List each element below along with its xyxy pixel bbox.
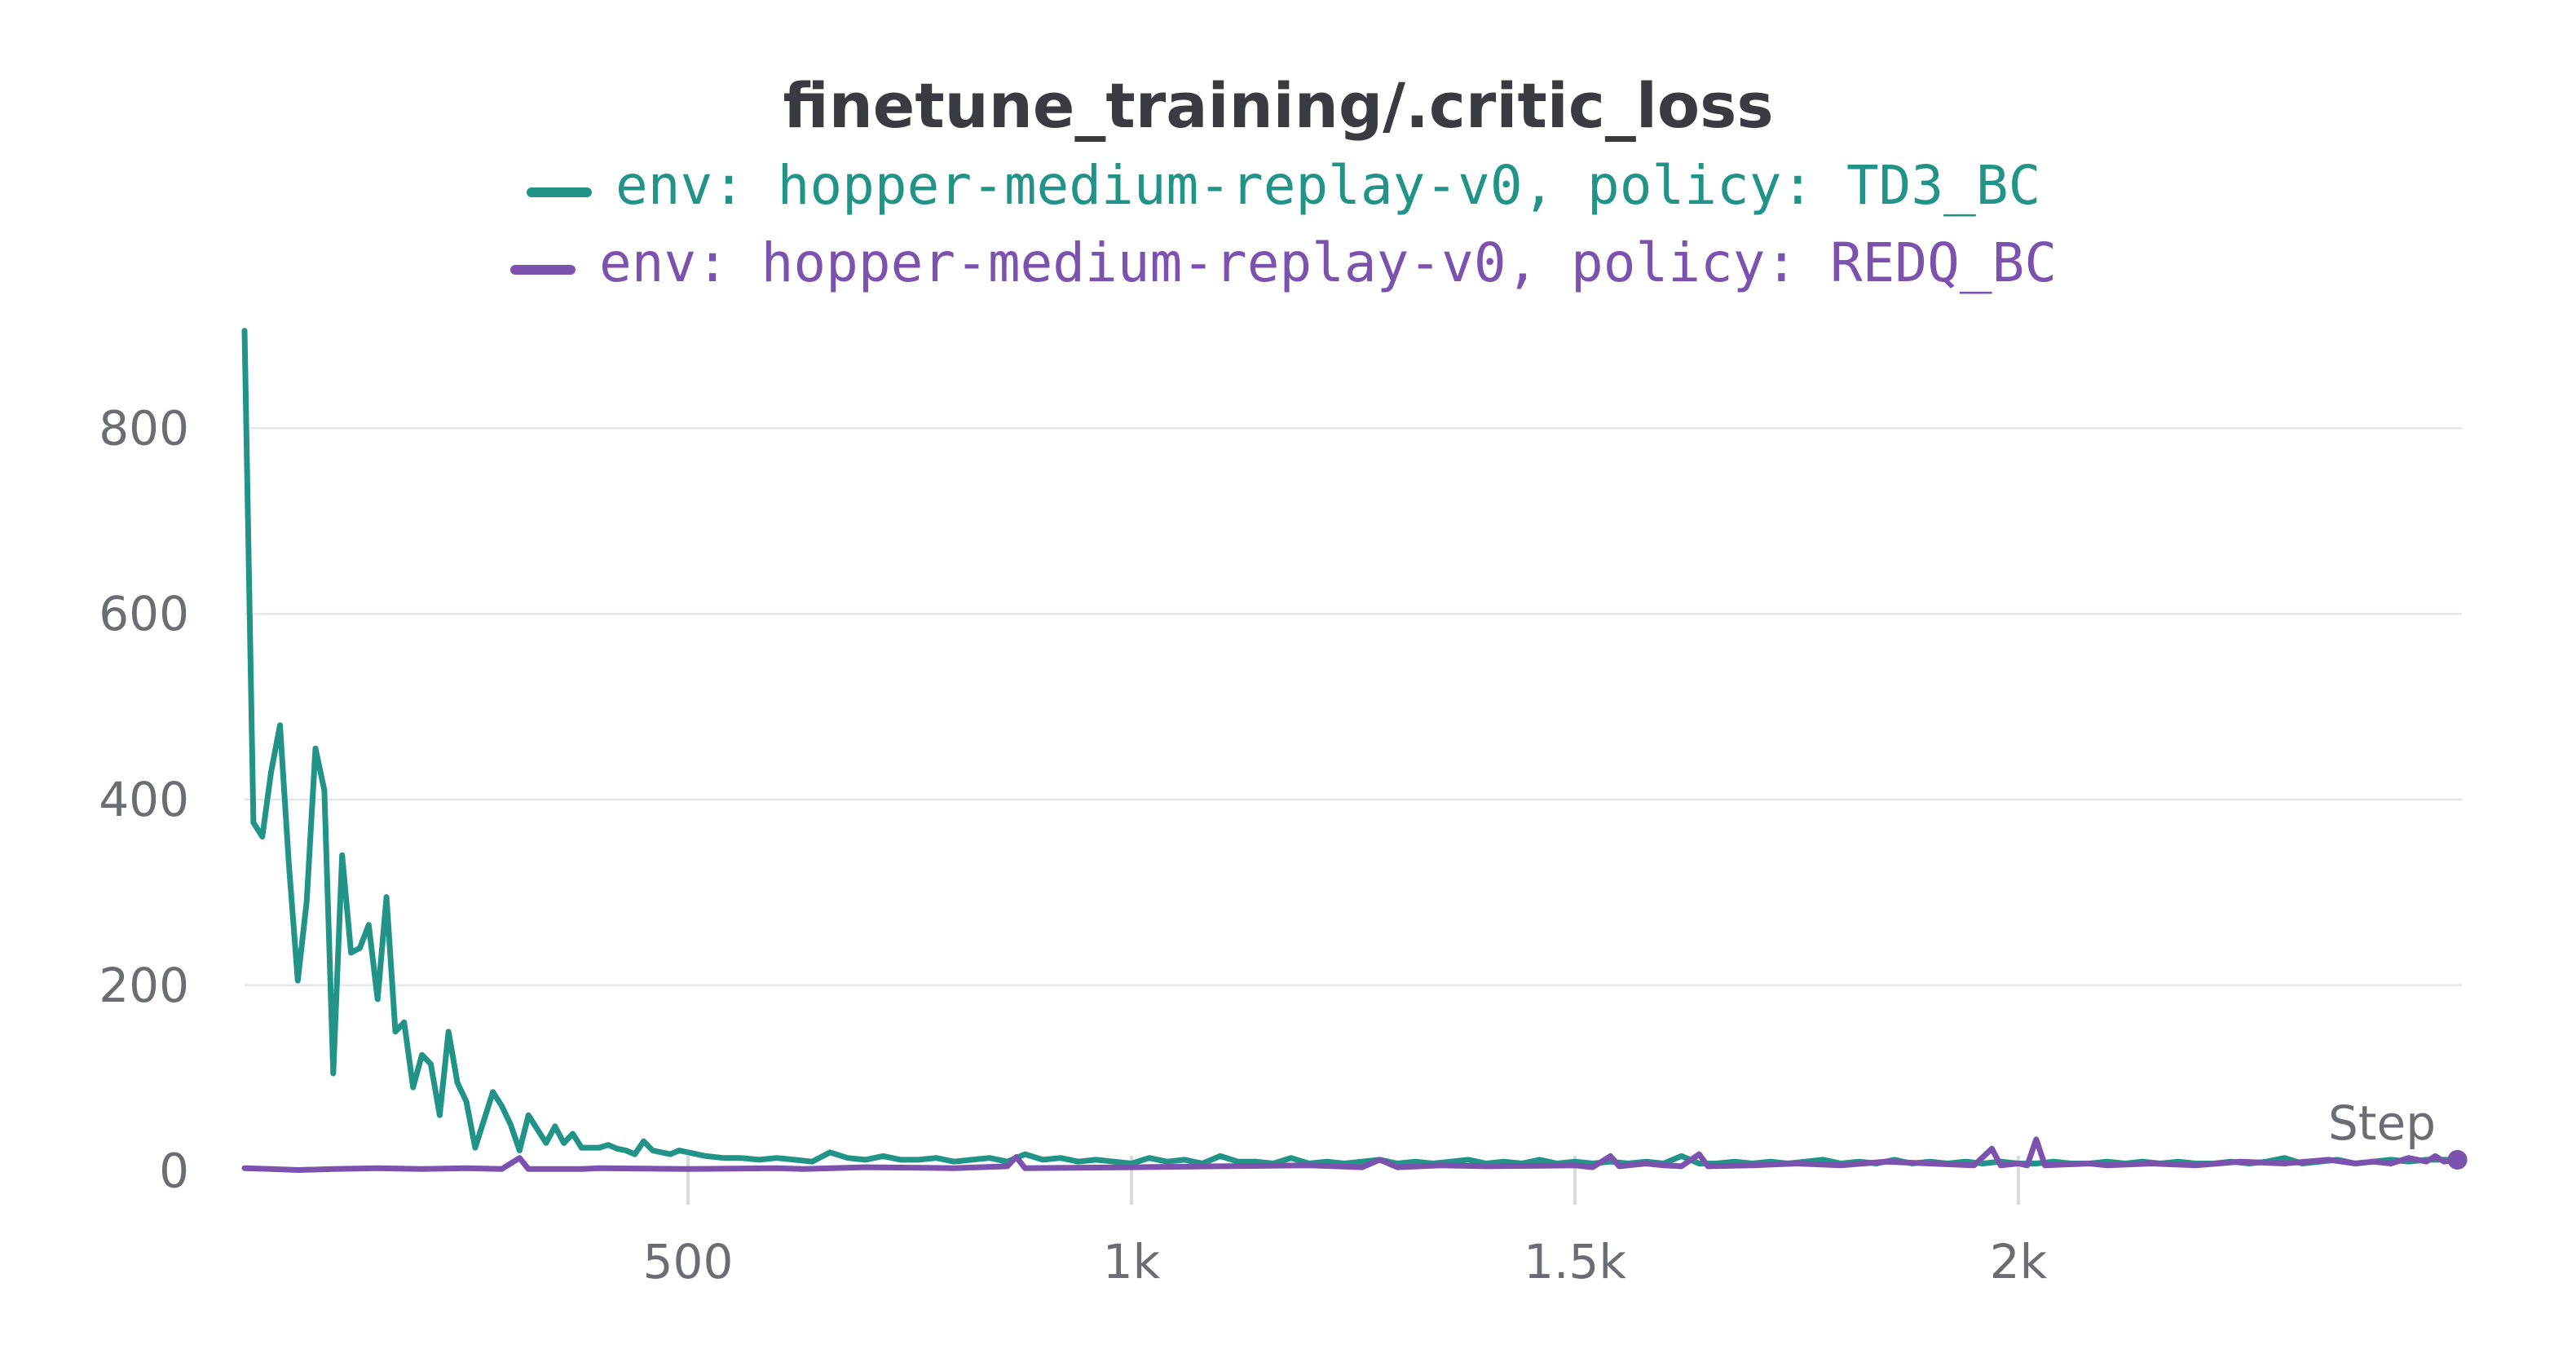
grid (245, 427, 2462, 987)
x-tick-label-1.5k: 1.5k (1524, 1234, 1626, 1289)
plot-area (241, 328, 2468, 1173)
series-line-1 (241, 1136, 2461, 1173)
legend: env: hopper-medium-replay-v0, policy: TD… (510, 154, 2057, 294)
x-tick-label-1k: 1k (1103, 1234, 1161, 1289)
y-tick-label-200: 200 (99, 958, 189, 1013)
y-tick-label-600: 600 (99, 586, 189, 641)
series-endpoint-1 (2447, 1149, 2468, 1170)
legend-label-0: env: hopper-medium-replay-v0, policy: TD… (615, 154, 2040, 217)
x-axis-label: Step (2328, 1095, 2436, 1151)
y-tick-label-0: 0 (159, 1144, 189, 1199)
y-axis: 0 200 400 600 800 (99, 400, 189, 1198)
series-line-0 (241, 328, 2461, 1166)
legend-label-1: env: hopper-medium-replay-v0, policy: RE… (599, 231, 2057, 294)
chart-title: finetune_training/.critic_loss (783, 69, 1773, 142)
x-tick-label-500: 500 (643, 1234, 734, 1289)
y-tick-label-400: 400 (99, 772, 189, 827)
x-axis: 500 1k 1.5k 2k (643, 1156, 2048, 1289)
y-tick-label-800: 800 (99, 400, 189, 456)
x-tick-label-2k: 2k (1990, 1234, 2048, 1289)
